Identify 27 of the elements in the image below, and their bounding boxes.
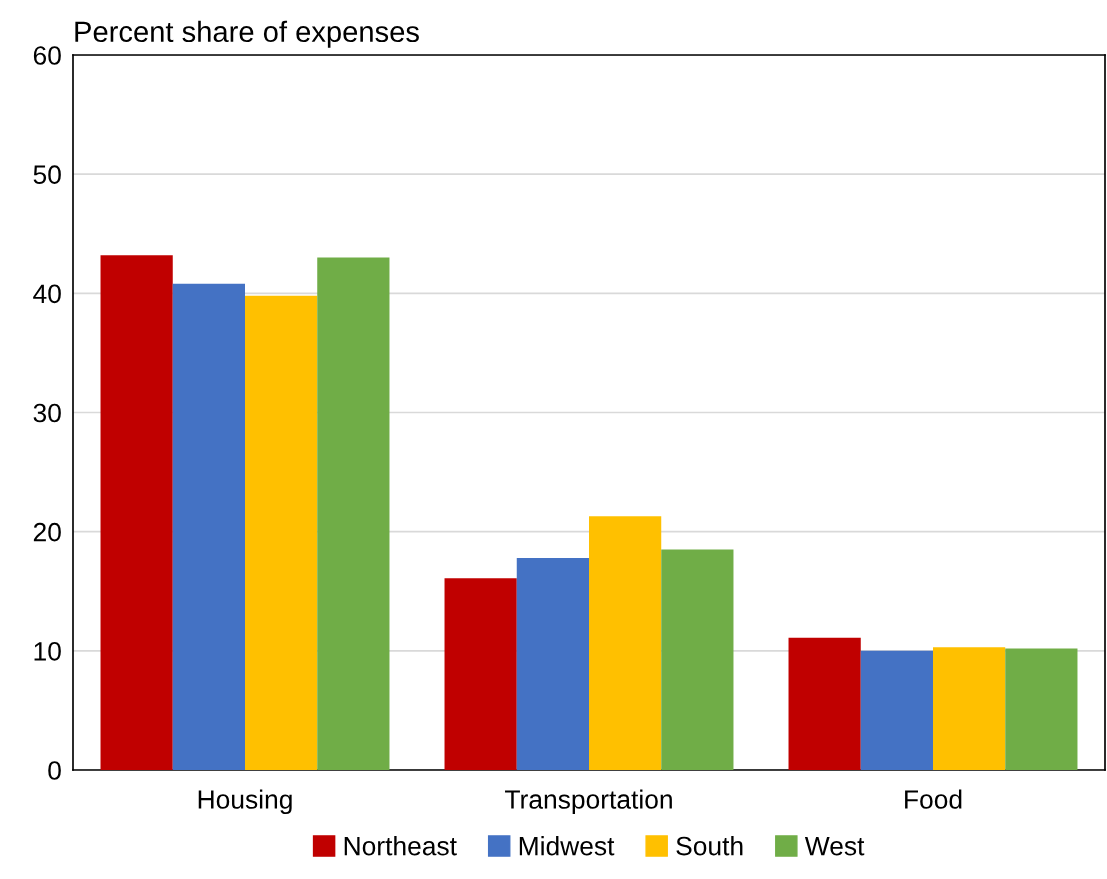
bar [172, 283, 245, 770]
x-tick-label: Housing [198, 789, 292, 815]
bar [317, 257, 390, 770]
y-tick-label: 50 [33, 165, 61, 184]
bar [788, 637, 861, 770]
bar [860, 650, 933, 770]
bar [661, 549, 734, 770]
x-tick-label: Food [905, 789, 962, 809]
y-tick-label: 30 [33, 403, 61, 423]
bar [933, 647, 1006, 770]
bar [444, 578, 517, 770]
legend-label: Midwest [519, 836, 615, 856]
legend-label: West [804, 837, 865, 856]
y-tick-label: 20 [33, 522, 61, 542]
y-tick-label: 60 [33, 46, 61, 65]
bar [245, 295, 318, 770]
y-axis-title: Percent share of expenses [75, 20, 419, 48]
bar [589, 516, 662, 770]
bar [1005, 648, 1078, 770]
x-tick-label: Transportation [505, 789, 672, 815]
y-tick-label: 40 [33, 284, 61, 304]
bar [516, 557, 589, 770]
bar [100, 255, 173, 770]
legend-label: Northeast [344, 836, 457, 856]
y-tick-label: 10 [34, 641, 61, 661]
legend-label: South [676, 836, 743, 856]
y-tick-label: 0 [48, 761, 61, 780]
